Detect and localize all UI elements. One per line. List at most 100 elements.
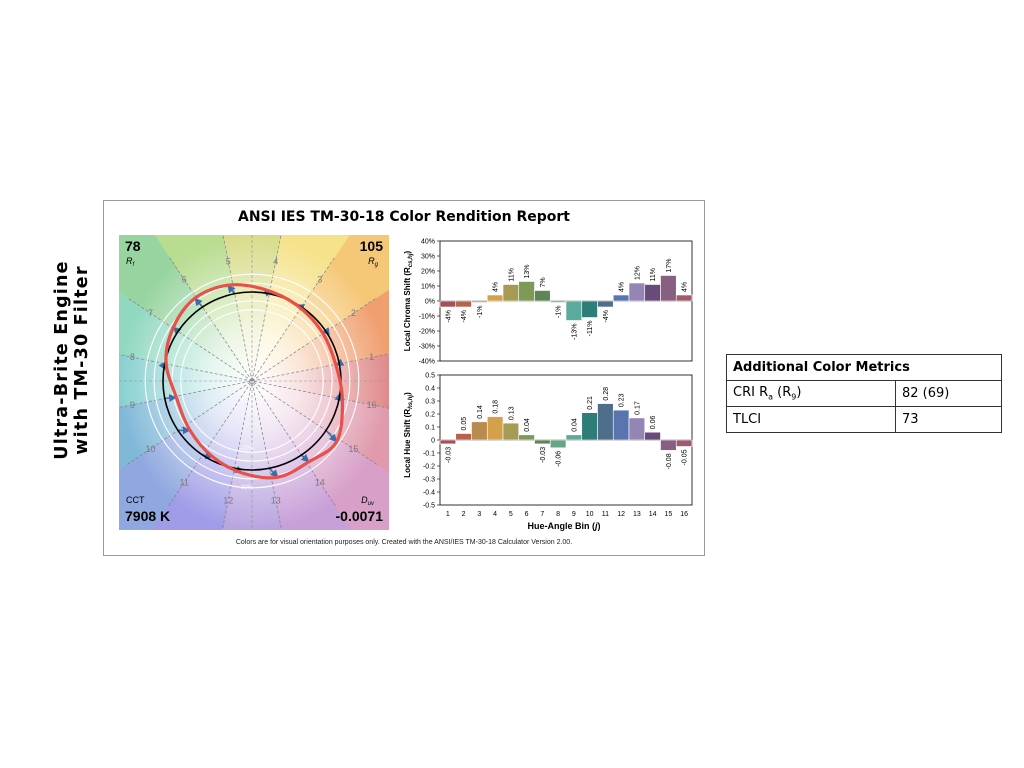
chroma-ylabel: Local Chroma Shift (Rcs,hj): [403, 250, 414, 351]
report-title: ANSI IES TM-30-18 Color Rendition Report: [237, 209, 570, 225]
bar-data-label: -0.05: [682, 449, 689, 465]
bin-label: 2: [351, 308, 356, 318]
bar-data-label: 11%: [650, 268, 657, 282]
hue-shift-chart: Local Hue Shift (Rhs,hj) 0.5 0.4 0.3 0.2 0.1…: [403, 373, 693, 531]
bin-label: 6: [182, 275, 187, 285]
hue-xlabel: Hue-Angle Bin (j): [527, 521, 600, 531]
bar-data-label: 0.18: [493, 400, 500, 414]
metric-name-tlci: TLCI: [726, 406, 896, 433]
bin-label: 14: [315, 477, 325, 487]
bar: [518, 281, 535, 302]
chroma-data-labels: -4% -4% -1% 4% 11% 13% 7% -1% -13% -11% -4% 4% 12% 11…: [445, 258, 688, 339]
bar-data-label: 0.14: [477, 405, 484, 419]
bar: [502, 284, 520, 302]
bar: [612, 294, 630, 302]
bar-data-label: 0.05: [461, 417, 468, 431]
y-tick-label: 0.5: [425, 373, 435, 380]
chroma-shift-chart: Local Chroma Shift (Rcs,hj) 40% 30% 20% 10%…: [403, 239, 693, 366]
bar: [660, 439, 677, 451]
bin-label: 10: [146, 444, 156, 454]
duv-label: Duv: [361, 495, 375, 507]
bar: [612, 409, 630, 441]
bar-data-label: 12%: [634, 266, 641, 280]
x-tick-label: 10: [586, 511, 594, 518]
bar: [675, 294, 693, 302]
y-tick-label: 0.1: [425, 425, 435, 432]
bin-label: 9: [130, 400, 135, 410]
y-tick-label: -0.3: [423, 477, 435, 484]
shift-arrow: [164, 393, 178, 402]
bar-data-label: -4%: [461, 310, 468, 322]
bar: [486, 416, 504, 441]
bar: [565, 300, 583, 321]
x-tick-label: 4: [493, 511, 497, 518]
bin-label: 12: [223, 496, 233, 506]
bar-data-label: -11%: [587, 321, 594, 337]
metrics-header: Additional Color Metrics: [726, 354, 1002, 381]
y-tick-label: -10%: [419, 314, 435, 321]
bin-label: 3: [317, 275, 322, 285]
bar: [581, 412, 598, 441]
rg-value: 105: [360, 238, 384, 254]
bar-data-label: 0.28: [603, 387, 610, 401]
bar: [549, 439, 567, 449]
bar-data-label: 7%: [540, 277, 547, 287]
side-title-line-1: Ultra-Brite Engine: [52, 260, 72, 460]
bin-label: 4: [273, 256, 278, 266]
bar: [534, 290, 551, 302]
x-tick-label: 16: [680, 511, 688, 518]
x-tick-label: 14: [649, 511, 657, 518]
bar-data-label: -0.06: [556, 451, 563, 467]
y-tick-label: 0.2: [425, 412, 435, 419]
y-tick-label: 0: [431, 438, 435, 445]
bin-label: 15: [348, 444, 358, 454]
bar-data-label: 4%: [493, 282, 500, 292]
bar-data-label: -0.08: [666, 453, 673, 469]
bin-label: 8: [130, 352, 135, 362]
bar: [486, 294, 504, 302]
bin-label: 16: [367, 400, 377, 410]
hue-ylabel: Local Hue Shift (Rhs,hj): [403, 392, 414, 478]
rf-label: Rf: [126, 256, 136, 268]
rf-value: 78: [125, 238, 141, 254]
x-tick-label: 15: [664, 511, 672, 518]
x-tick-label: 12: [617, 511, 625, 518]
y-tick-label: -30%: [419, 344, 435, 351]
report-footnote: Colors are for visual orientation purpos…: [235, 539, 573, 546]
shift-arrow: [194, 297, 204, 308]
bar: [628, 417, 646, 441]
bar-data-label: -1%: [556, 306, 563, 318]
bar-data-label: 11%: [508, 268, 515, 282]
bin-label: 5: [226, 256, 231, 266]
x-tick-label: 13: [633, 511, 641, 518]
tm30-report: ANSI IES TM-30-18 Color Rendition Report…: [103, 200, 705, 556]
y-tick-label: -40%: [419, 359, 435, 366]
ring-label-plus-20: 20%: [241, 485, 254, 491]
metrics-row-tlci: TLCI 73: [726, 406, 1002, 433]
bar: [471, 300, 488, 303]
bar: [581, 300, 598, 318]
y-tick-label: -0.5: [423, 503, 435, 510]
metric-name-cri: CRI Ra (R9): [726, 380, 896, 407]
x-tick-label: 9: [572, 511, 576, 518]
y-tick-label: -0.4: [423, 490, 435, 497]
bar: [502, 422, 520, 441]
cct-value: 7908 K: [125, 508, 170, 524]
grid-ring: [144, 273, 360, 489]
hue-data-labels: -0.03 0.05 0.14 0.18 0.13 0.04 -0.03 -0.06 0.04 0…: [445, 387, 688, 469]
bar-data-label: 0.13: [508, 406, 515, 420]
side-title-line-2: with TM-30 Filter: [72, 265, 92, 455]
side-title: Ultra-Brite Engine with TM-30 Filter: [52, 220, 92, 500]
bin-label: 13: [271, 496, 281, 506]
metric-value-tlci: 73: [895, 406, 1002, 433]
bar-data-label: 0.17: [634, 401, 641, 415]
additional-metrics-table: Additional Color Metrics CRI Ra (R9) 82 …: [726, 354, 1002, 433]
test-source-curve: [164, 283, 345, 480]
x-tick-label: 8: [556, 511, 560, 518]
bar: [549, 300, 567, 303]
y-tick-label: 0.3: [425, 399, 435, 406]
bar-data-label: 4%: [619, 282, 626, 292]
grid-ring: [180, 309, 324, 453]
bar: [675, 439, 693, 447]
